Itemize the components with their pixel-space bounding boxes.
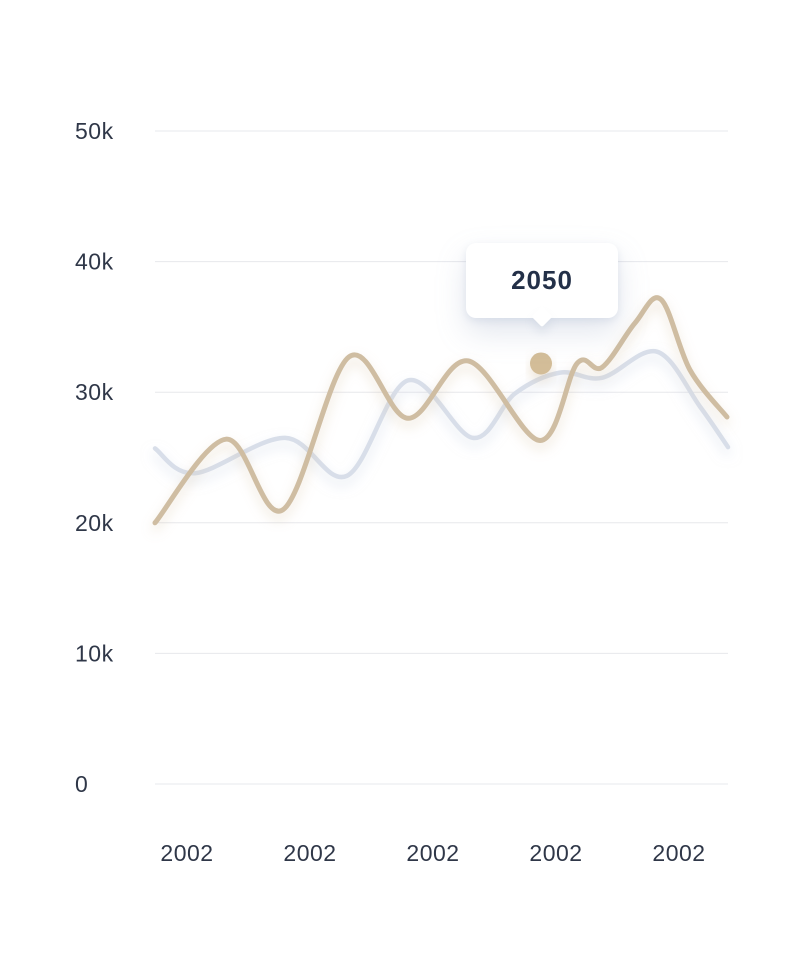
- tooltip-value: 2050: [511, 265, 573, 295]
- series-line-secondary: [152, 348, 731, 480]
- tooltip: 2050: [466, 243, 618, 328]
- y-axis-label: 20k: [75, 510, 114, 536]
- x-axis-label: 2002: [283, 840, 336, 866]
- series-line-primary: [152, 295, 730, 526]
- x-axis-label: 2002: [529, 840, 582, 866]
- x-axis-label: 2002: [160, 840, 213, 866]
- highlight-dot[interactable]: [530, 352, 552, 375]
- y-axis-label: 0: [75, 771, 88, 797]
- y-axis-label: 40k: [75, 249, 114, 275]
- y-axis-label: 50k: [75, 118, 114, 144]
- x-axis-label: 2002: [406, 840, 459, 866]
- x-axis-label: 2002: [652, 840, 705, 866]
- y-axis-label: 10k: [75, 640, 114, 666]
- y-axis-label: 30k: [75, 379, 114, 405]
